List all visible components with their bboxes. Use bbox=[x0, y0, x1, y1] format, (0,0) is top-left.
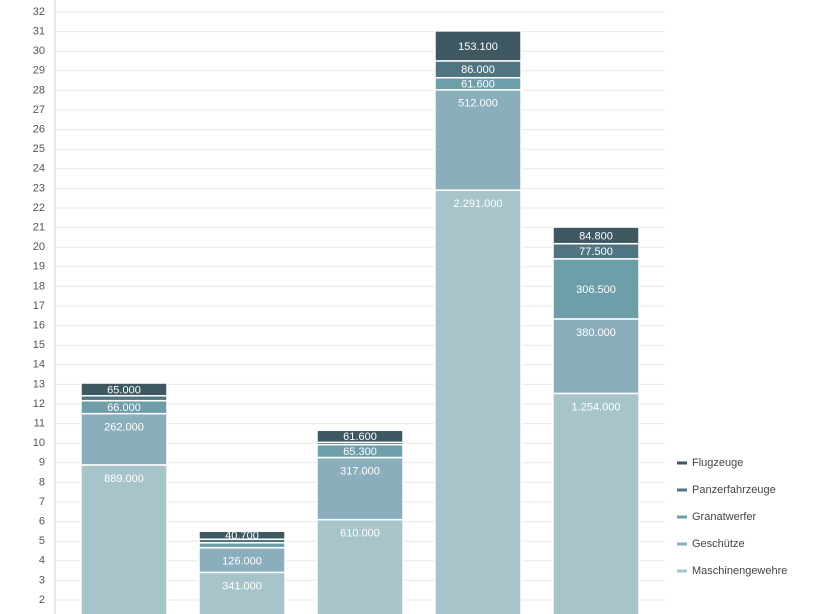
value-label: 40.700 bbox=[225, 530, 259, 542]
y-tick-label: 18 bbox=[33, 280, 45, 292]
value-label: 77.500 bbox=[579, 246, 613, 258]
value-label: 262.000 bbox=[104, 422, 144, 434]
y-tick-label: 28 bbox=[33, 84, 45, 96]
value-label: 126.000 bbox=[222, 556, 262, 568]
bar-segment bbox=[552, 258, 640, 320]
value-label: 61.600 bbox=[461, 79, 495, 91]
y-tick-label: 19 bbox=[33, 261, 45, 273]
y-tick-label: 26 bbox=[33, 124, 45, 136]
value-label: 153.100 bbox=[458, 41, 498, 53]
value-label: 610.000 bbox=[340, 528, 380, 540]
y-tick-label: 24 bbox=[33, 163, 45, 175]
value-label: 341.000 bbox=[222, 580, 262, 592]
y-tick-label: 3 bbox=[39, 574, 45, 586]
y-tick-label: 16 bbox=[33, 320, 45, 332]
y-tick-label: 32 bbox=[33, 6, 45, 18]
value-label: 84.800 bbox=[579, 230, 613, 242]
bar-segment bbox=[80, 412, 168, 466]
y-tick-label: 11 bbox=[34, 418, 45, 430]
legend-label: Maschinengewehre bbox=[692, 565, 787, 577]
bar-segment bbox=[552, 392, 640, 614]
bar-segment bbox=[552, 226, 640, 245]
value-label: 889.000 bbox=[104, 473, 144, 485]
y-tick-label: 6 bbox=[39, 516, 45, 528]
y-tick-label: 12 bbox=[33, 398, 45, 410]
y-tick-label: 23 bbox=[33, 182, 45, 194]
value-label: 306.500 bbox=[576, 284, 616, 296]
y-tick-label: 9 bbox=[39, 457, 45, 469]
bar-segment bbox=[80, 382, 168, 397]
value-label: 512.000 bbox=[458, 98, 498, 110]
value-label: 380.000 bbox=[576, 327, 616, 339]
bar-segment bbox=[316, 429, 404, 444]
y-tick-label: 31 bbox=[33, 26, 45, 38]
y-tick-label: 14 bbox=[33, 359, 45, 371]
y-tick-label: 25 bbox=[33, 143, 45, 155]
y-tick-label: 15 bbox=[33, 339, 45, 351]
bar-segment bbox=[434, 89, 522, 191]
value-label: 65.000 bbox=[107, 384, 141, 396]
bar-segment bbox=[80, 464, 168, 614]
y-tick-label: 8 bbox=[39, 476, 45, 488]
value-label: 61.600 bbox=[343, 431, 377, 443]
legend-label: Granatwerfer bbox=[692, 511, 757, 523]
value-label: 65.300 bbox=[343, 446, 377, 458]
bar-segment bbox=[198, 571, 286, 614]
y-tick-label: 17 bbox=[33, 300, 45, 312]
bar-segment bbox=[552, 318, 640, 395]
legend-label: Flugzeuge bbox=[692, 457, 743, 469]
bar-segment bbox=[198, 530, 286, 540]
value-label: 86.000 bbox=[461, 64, 495, 76]
value-label: 2.291.000 bbox=[454, 198, 503, 210]
y-tick-label: 5 bbox=[39, 535, 45, 547]
y-tick-label: 21 bbox=[33, 222, 45, 234]
y-tick-label: 7 bbox=[39, 496, 45, 508]
bar-segment bbox=[316, 456, 404, 521]
value-label: 1.254.000 bbox=[572, 401, 621, 413]
bar-segment bbox=[434, 30, 522, 62]
value-label: 317.000 bbox=[340, 465, 380, 477]
legend-label: Geschütze bbox=[692, 538, 745, 550]
value-label: 66.000 bbox=[107, 402, 141, 414]
y-tick-label: 13 bbox=[33, 378, 45, 390]
bar-segment bbox=[198, 546, 286, 574]
y-tick-label: 30 bbox=[33, 45, 45, 57]
y-tick-label: 20 bbox=[33, 241, 45, 253]
y-tick-label: 22 bbox=[33, 202, 45, 214]
legend-label: Panzerfahrzeuge bbox=[692, 484, 776, 496]
bar-segment bbox=[316, 518, 404, 614]
bar-segment bbox=[434, 189, 522, 614]
y-tick-label: 29 bbox=[33, 65, 45, 77]
y-tick-label: 2 bbox=[39, 594, 45, 606]
y-tick-label: 10 bbox=[33, 437, 45, 449]
y-tick-label: 27 bbox=[33, 104, 45, 116]
y-tick-label: 4 bbox=[39, 555, 45, 567]
